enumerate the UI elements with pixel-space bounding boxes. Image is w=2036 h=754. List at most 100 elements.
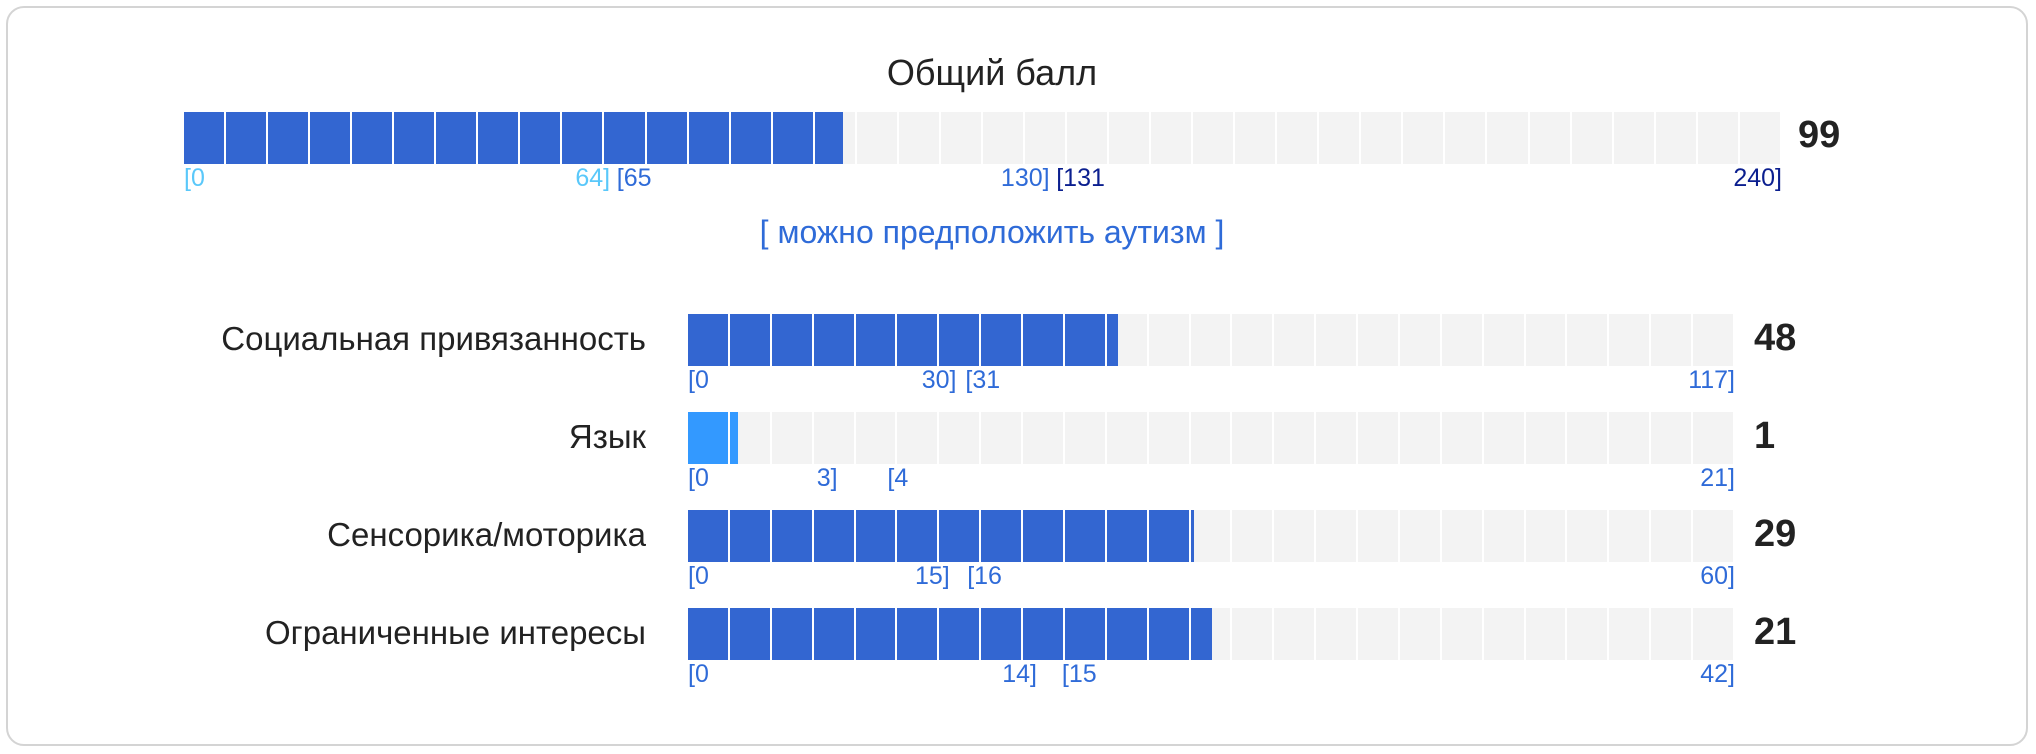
scale-tick-label: [0	[688, 366, 709, 394]
bar-fill-cell	[939, 608, 982, 660]
subscale-scale-ticks: [0 15] [16 60]	[688, 561, 1735, 591]
bar-track-cell	[1319, 112, 1362, 164]
bar-track-cell	[1567, 608, 1610, 660]
subscale-bar-fill	[688, 412, 738, 464]
bar-track-cell	[814, 412, 856, 464]
scale-tick-label: 30]	[921, 366, 957, 394]
bar-track-cell	[856, 412, 898, 464]
subscale-bar	[688, 412, 1735, 464]
bar-track-cell	[1067, 112, 1110, 164]
scale-tick-label: [15	[1061, 660, 1097, 688]
bar-fill-cell	[688, 112, 731, 164]
scale-tick-label: [0	[184, 164, 205, 192]
bar-track-cell	[1107, 412, 1149, 464]
bar-fill-cell	[897, 510, 940, 562]
bar-fill-cell	[520, 112, 563, 164]
subscale-scale-ticks: [0 3] [4 21]	[688, 463, 1735, 493]
bar-track-cell	[1484, 510, 1526, 562]
bar-track-cell	[983, 112, 1025, 164]
bar-track-cell	[1274, 412, 1317, 464]
bar-track-cell	[1656, 112, 1698, 164]
bar-fill-cell	[855, 608, 898, 660]
bar-track-cell	[1149, 314, 1191, 366]
total-bar-fill	[184, 112, 843, 164]
bar-track-cell	[1740, 112, 1782, 164]
bar-fill-cell	[981, 608, 1023, 660]
subscale-score-value: 1	[1754, 415, 1776, 457]
bar-fill-cell	[688, 412, 730, 464]
bar-track-cell	[1191, 608, 1233, 660]
bar-track-cell	[1191, 314, 1233, 366]
bar-fill-cell	[729, 412, 738, 464]
bar-fill-cell	[1106, 314, 1118, 366]
bar-fill-cell	[771, 314, 814, 366]
bar-track-cell	[1274, 510, 1317, 562]
scale-tick-label: 130]	[1000, 164, 1050, 192]
bar-track-cell	[1107, 314, 1149, 366]
bar-fill-cell	[855, 510, 898, 562]
verdict-text: [ можно предположить аутизм ]	[759, 214, 1225, 250]
bar-track-cell	[1693, 314, 1735, 366]
bar-fill-cell	[729, 608, 772, 660]
subscale-label: Сенсорика/моторика	[327, 516, 646, 553]
scale-tick-label: [0	[688, 464, 709, 492]
bar-track-cell	[1235, 112, 1278, 164]
bar-track-cell	[1530, 112, 1572, 164]
bar-fill-cell	[939, 314, 982, 366]
bar-fill-cell	[562, 112, 605, 164]
bar-fill-cell	[1148, 608, 1191, 660]
scale-tick-label: 15]	[914, 562, 950, 590]
bar-track-cell	[1484, 314, 1526, 366]
bar-track-cell	[1400, 608, 1442, 660]
bar-track-cell	[1526, 314, 1568, 366]
scale-tick-label: [31	[965, 366, 1001, 394]
scale-tick-label: [0	[688, 562, 709, 590]
bar-fill-cell	[939, 510, 982, 562]
subscale-scale-ticks: [0 14] [15 42]	[688, 659, 1735, 689]
bar-track-cell	[897, 412, 940, 464]
bar-fill-cell	[1106, 510, 1149, 562]
bar-track-cell	[1442, 510, 1484, 562]
bar-track-cell	[1358, 314, 1400, 366]
subscale-label: Социальная привязанность	[221, 320, 646, 357]
bar-track-cell	[1698, 112, 1740, 164]
bar-track-cell	[1358, 510, 1400, 562]
bar-track-cell	[1567, 412, 1610, 464]
subscale-scale-ticks: [0 30] [31 117]	[688, 365, 1735, 395]
subscale-label: Язык	[568, 418, 646, 455]
bar-track-cell	[1442, 412, 1484, 464]
bar-fill-cell	[771, 510, 814, 562]
bar-track-cell	[1193, 112, 1236, 164]
bar-track-cell	[1400, 510, 1442, 562]
subscale-score-value: 21	[1754, 611, 1797, 653]
bar-track-cell	[730, 412, 772, 464]
bar-track-cell	[1316, 608, 1358, 660]
bar-track-cell	[1277, 112, 1320, 164]
bar-fill-cell	[813, 314, 856, 366]
bar-fill-cell	[1064, 608, 1107, 660]
bar-track-cell	[1526, 412, 1568, 464]
bar-fill-cell	[352, 112, 395, 164]
bar-track-cell	[1614, 112, 1656, 164]
subscale-label: Ограниченные интересы	[265, 614, 646, 651]
bar-fill-cell	[1023, 510, 1065, 562]
bar-fill-cell	[688, 608, 730, 660]
bar-track-cell	[1358, 608, 1400, 660]
bar-fill-cell	[1106, 608, 1149, 660]
scale-tick-label: 3]	[816, 464, 838, 492]
bar-track-cell	[1609, 510, 1652, 562]
bar-track-cell	[1358, 412, 1400, 464]
bar-track-cell	[1651, 510, 1693, 562]
bar-fill-cell	[813, 608, 856, 660]
bar-track-cell	[1025, 112, 1067, 164]
bar-fill-cell	[981, 510, 1023, 562]
scale-tick-label: 14]	[1002, 660, 1037, 688]
scale-tick-label: 42]	[1700, 660, 1735, 688]
scale-tick-label: 240]	[1733, 164, 1782, 192]
bar-fill-cell	[604, 112, 647, 164]
bar-fill-cell	[268, 112, 311, 164]
bar-track-cell	[1693, 510, 1735, 562]
bar-fill-cell	[1023, 314, 1065, 366]
bar-track-cell	[1023, 412, 1065, 464]
bar-fill-cell	[646, 112, 689, 164]
